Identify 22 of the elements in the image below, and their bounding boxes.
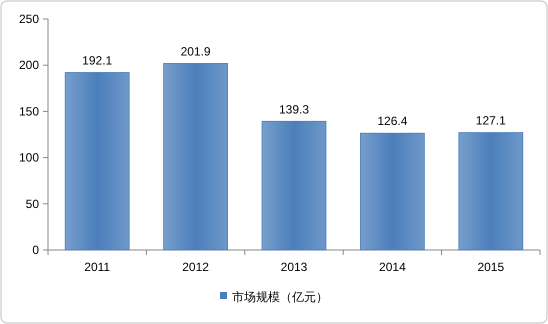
data-label: 201.9	[180, 44, 211, 58]
x-tick-label: 2015	[477, 260, 504, 274]
data-label: 192.1	[82, 54, 113, 68]
bar	[163, 63, 228, 250]
y-tick-label: 150	[18, 104, 40, 118]
x-tick-label: 2014	[379, 260, 406, 274]
legend-label: 市场规模（亿元）	[232, 290, 328, 304]
bar	[64, 72, 130, 250]
bar	[360, 132, 425, 250]
y-tick-label: 100	[18, 150, 40, 165]
data-label: 139.3	[278, 102, 310, 116]
bar	[262, 120, 326, 250]
data-label: 127.1	[476, 114, 506, 128]
x-tick-label: 2013	[280, 260, 308, 274]
x-tick-label: 2011	[84, 260, 110, 274]
y-tick-label: 0	[32, 243, 40, 257]
y-tick-label: 250	[18, 12, 40, 26]
data-label: 126.4	[377, 114, 408, 128]
x-tick-label: 2012	[182, 260, 210, 274]
y-tick-label: 50	[26, 196, 40, 211]
bar	[458, 132, 524, 250]
y-tick-label: 200	[18, 58, 40, 72]
